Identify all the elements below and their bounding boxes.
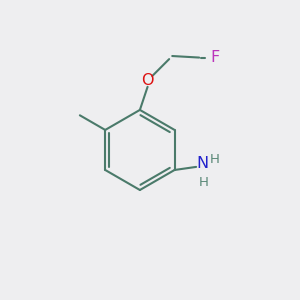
Text: H: H (210, 153, 220, 166)
Text: H: H (199, 176, 209, 189)
Text: N: N (196, 156, 208, 171)
Text: O: O (141, 73, 154, 88)
Text: F: F (210, 50, 219, 65)
